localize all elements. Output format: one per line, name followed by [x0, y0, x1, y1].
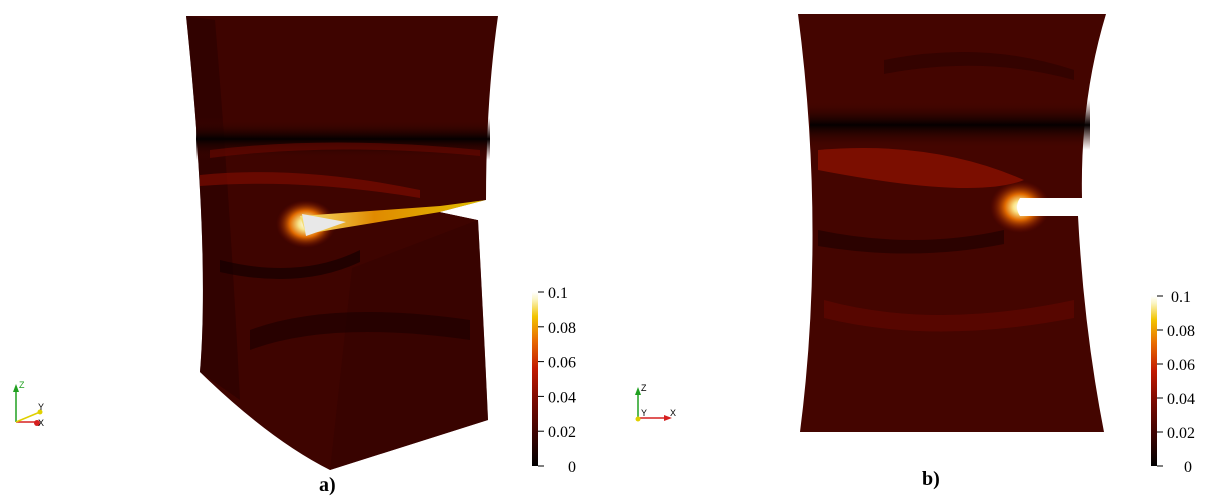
colorbar-tick: 0.04: [1167, 391, 1195, 408]
colorbar-tick: 0.06: [548, 355, 576, 372]
axis-x-label: X: [670, 408, 676, 418]
axis-y-label: Y: [38, 402, 44, 412]
colorbar-gradient: [532, 292, 538, 466]
colorbar-tick: 0.04: [548, 389, 576, 406]
axis-z-label: Z: [641, 383, 647, 393]
orientation-axes-a: Z Y X: [13, 380, 44, 428]
axis-z-label: Z: [19, 380, 25, 390]
axis-x-label: X: [38, 418, 44, 428]
caption-b: b): [922, 468, 940, 490]
colorbar-tick: 0: [568, 459, 576, 476]
colorbar-tick: 0.02: [1167, 425, 1195, 442]
caption-a: a): [319, 474, 336, 496]
colorbar-tick: 0.1: [548, 285, 568, 302]
colorbar-b: 0.1 0.08 0.06 0.04 0.02 0: [1151, 289, 1195, 476]
panel-a: 0.1 0.08 0.06 0.04 0.02 0 Z Y X a): [13, 16, 576, 496]
colorbar-tick: 0.08: [1167, 323, 1195, 340]
colorbar-gradient: [1151, 296, 1157, 466]
colorbar-tick: 0.02: [548, 424, 576, 441]
axis-y-line: [15, 411, 41, 423]
colorbar-tick: 0.1: [1171, 289, 1191, 306]
colorbar-a: 0.1 0.08 0.06 0.04 0.02 0: [532, 285, 576, 476]
render-2d-specimen: 0.1 0.08 0.06 0.04 0.02 0 Z Y X: [635, 14, 1195, 476]
render-3d-specimen: 0.1 0.08 0.06 0.04 0.02 0 Z Y X: [13, 16, 576, 476]
orientation-axes-b: Z Y X: [635, 383, 676, 422]
axis-y-label: Y: [641, 408, 647, 418]
colorbar-tick: 0.06: [1167, 357, 1195, 374]
colorbar-tick: 0.08: [548, 320, 576, 337]
panel-b: 0.1 0.08 0.06 0.04 0.02 0 Z Y X b): [604, 0, 1207, 497]
colorbar-tick: 0: [1184, 459, 1192, 476]
